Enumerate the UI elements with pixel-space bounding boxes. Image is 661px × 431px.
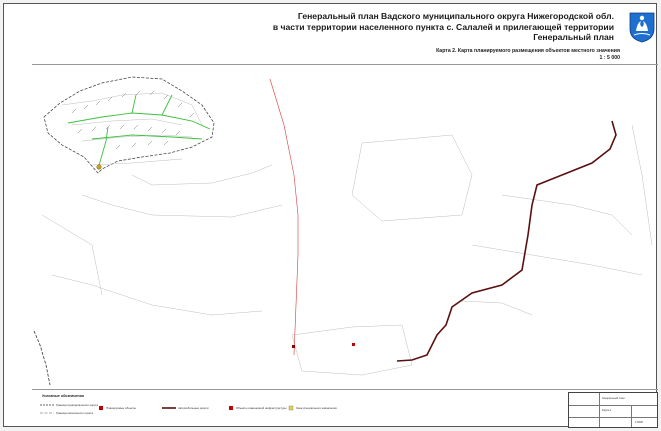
map-legend: Условные обозначения Граница муниципальн… [32,391,572,428]
legend-item-2: Планируемые объекты [106,406,136,410]
legend-item-1: Граница населенного пункта [56,411,94,415]
map-sheet: Генеральный план Вадского муниципального… [3,3,658,428]
map-frame [32,64,658,390]
legend-item-5: Зона специального назначения [296,406,337,410]
page-title-line-3: Генеральный план [533,32,614,42]
stamp-line-2: Карта 2 [602,409,612,412]
buildings [71,90,195,150]
title-block-stamp: Генеральный план Карта 2 1:5000 [568,392,658,428]
legend-symbol-planned-object [99,406,103,410]
legend-symbol-settlement-boundary [40,412,54,414]
main-road [396,120,617,362]
land-parcels [41,92,653,376]
legend-symbol-district-boundary [40,404,54,406]
legend-item-0: Граница муниципального округа [56,403,98,407]
stamp-line-3: 1:5000 [635,421,643,424]
map-name: Карта 2. Карта планируемого размещения о… [436,48,620,54]
page-title-line-2: в части территории населенного пункта с.… [272,22,614,32]
planned-road-thin [269,78,299,356]
legend-symbol-engineering [229,406,233,410]
planned-object-1 [292,345,295,348]
map-scale: 1 : 5 000 [599,55,620,61]
planned-object-2 [352,343,355,346]
stamp-line-1: Генеральный план [602,397,625,400]
map-canvas [33,76,653,386]
district-boundary [33,330,51,386]
legend-symbol-road [162,407,176,409]
legend-heading: Условные обозначения [42,394,84,398]
settlement-marker [96,164,102,170]
street-network [67,94,211,170]
legend-symbol-special-zone [288,405,294,411]
legend-item-3: Автомобильные дороги [178,406,209,410]
settlement-boundary [43,76,215,174]
coat-of-arms-icon [629,12,655,43]
legend-item-4: Объекты инженерной инфраструктуры [236,406,287,410]
page-title-line-1: Генеральный план Вадского муниципального… [297,11,614,21]
